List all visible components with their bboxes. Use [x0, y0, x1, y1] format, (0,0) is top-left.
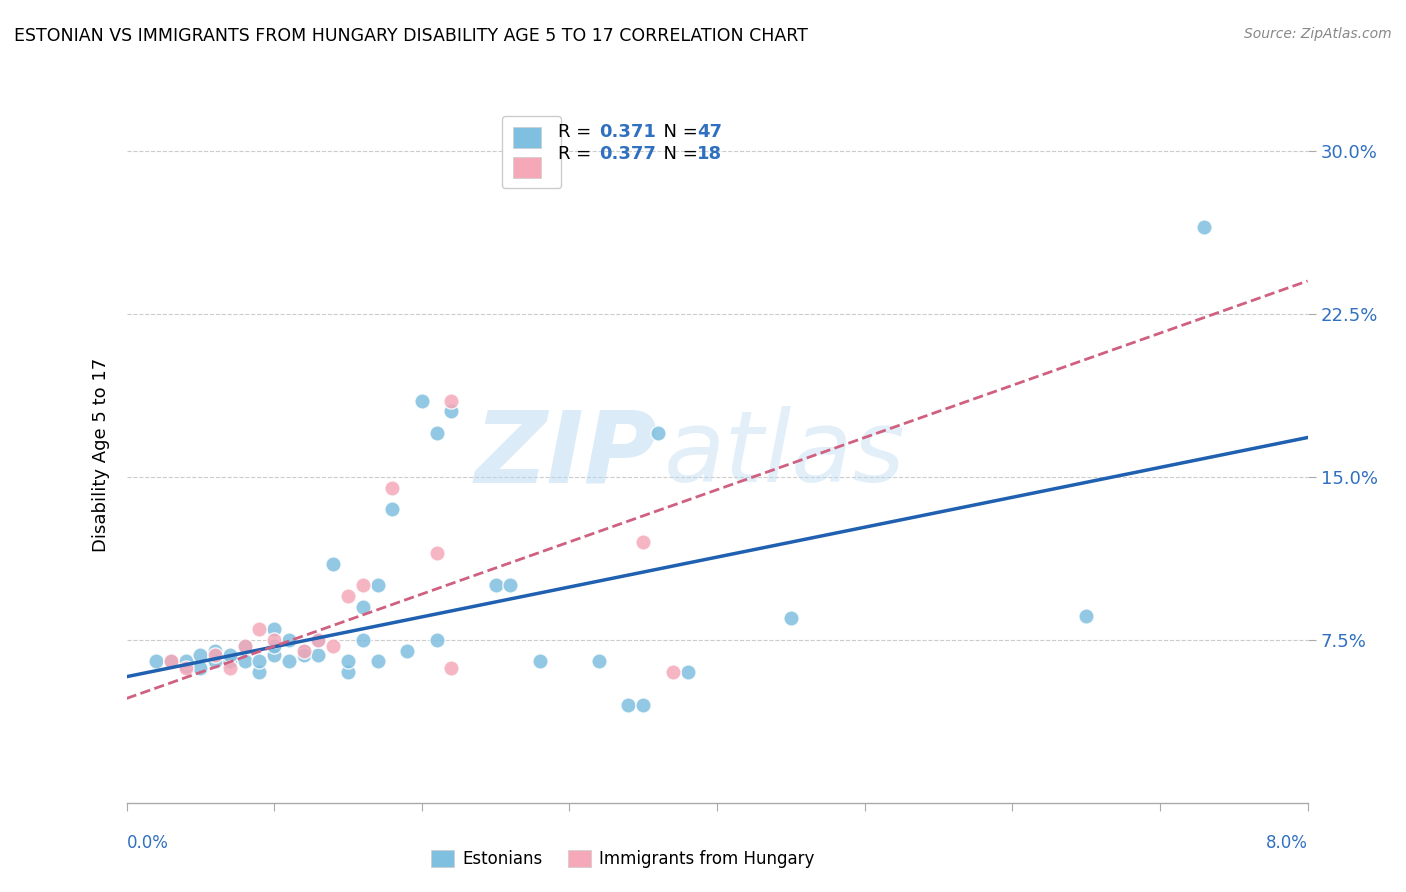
Text: atlas: atlas [664, 407, 905, 503]
Point [204, 643, 226, 657]
Point [263, 648, 285, 662]
Point [233, 639, 256, 653]
Point [647, 426, 669, 441]
Point [174, 658, 197, 673]
Point [322, 557, 344, 571]
Point [440, 404, 463, 418]
Point [307, 648, 329, 662]
Text: R =: R = [558, 145, 596, 163]
Point [337, 655, 360, 669]
Point [292, 643, 315, 657]
Point [425, 546, 447, 560]
Point [247, 655, 270, 669]
Point [337, 665, 360, 680]
Point [411, 393, 433, 408]
Point [661, 665, 683, 680]
Point [352, 578, 374, 592]
Point [307, 632, 329, 647]
Point [233, 639, 256, 653]
Point [204, 648, 226, 662]
Point [381, 502, 404, 516]
Point [188, 661, 211, 675]
Point [499, 578, 522, 592]
Point [219, 648, 242, 662]
Point [278, 655, 301, 669]
Text: ZIP: ZIP [475, 407, 658, 503]
Point [174, 661, 197, 675]
Point [440, 661, 463, 675]
Point [1076, 608, 1098, 623]
Point [219, 661, 242, 675]
Point [617, 698, 640, 712]
Point [322, 639, 344, 653]
Point [396, 643, 419, 657]
Point [633, 535, 655, 549]
Point [263, 622, 285, 636]
Point [219, 655, 242, 669]
Text: N =: N = [652, 145, 703, 163]
Point [529, 655, 551, 669]
Point [233, 655, 256, 669]
Point [381, 481, 404, 495]
Text: 0.0%: 0.0% [127, 834, 169, 852]
Point [292, 643, 315, 657]
Legend: Estonians, Immigrants from Hungary: Estonians, Immigrants from Hungary [425, 843, 821, 874]
Point [1192, 219, 1215, 234]
Y-axis label: Disability Age 5 to 17: Disability Age 5 to 17 [91, 358, 110, 552]
Point [247, 665, 270, 680]
Point [676, 665, 699, 680]
Text: 8.0%: 8.0% [1265, 834, 1308, 852]
Point [484, 578, 508, 592]
Point [588, 655, 610, 669]
Point [307, 632, 329, 647]
Point [440, 393, 463, 408]
Point [204, 655, 226, 669]
Point [292, 648, 315, 662]
Text: 0.377: 0.377 [599, 145, 655, 163]
Point [337, 589, 360, 603]
Point [352, 600, 374, 615]
Text: 0.371: 0.371 [599, 123, 655, 141]
Point [352, 632, 374, 647]
Point [278, 632, 301, 647]
Text: ESTONIAN VS IMMIGRANTS FROM HUNGARY DISABILITY AGE 5 TO 17 CORRELATION CHART: ESTONIAN VS IMMIGRANTS FROM HUNGARY DISA… [14, 27, 808, 45]
Point [425, 426, 447, 441]
Point [366, 578, 388, 592]
Text: R =: R = [558, 123, 596, 141]
Text: 47: 47 [697, 123, 723, 141]
Text: N =: N = [652, 123, 703, 141]
Point [247, 622, 270, 636]
Point [145, 655, 167, 669]
Point [779, 611, 801, 625]
Point [263, 639, 285, 653]
Point [366, 655, 388, 669]
Point [633, 698, 655, 712]
Point [188, 648, 211, 662]
Point [263, 632, 285, 647]
Text: Source: ZipAtlas.com: Source: ZipAtlas.com [1244, 27, 1392, 41]
Text: 18: 18 [697, 145, 723, 163]
Point [174, 655, 197, 669]
Point [425, 632, 447, 647]
Point [160, 655, 183, 669]
Point [160, 655, 183, 669]
